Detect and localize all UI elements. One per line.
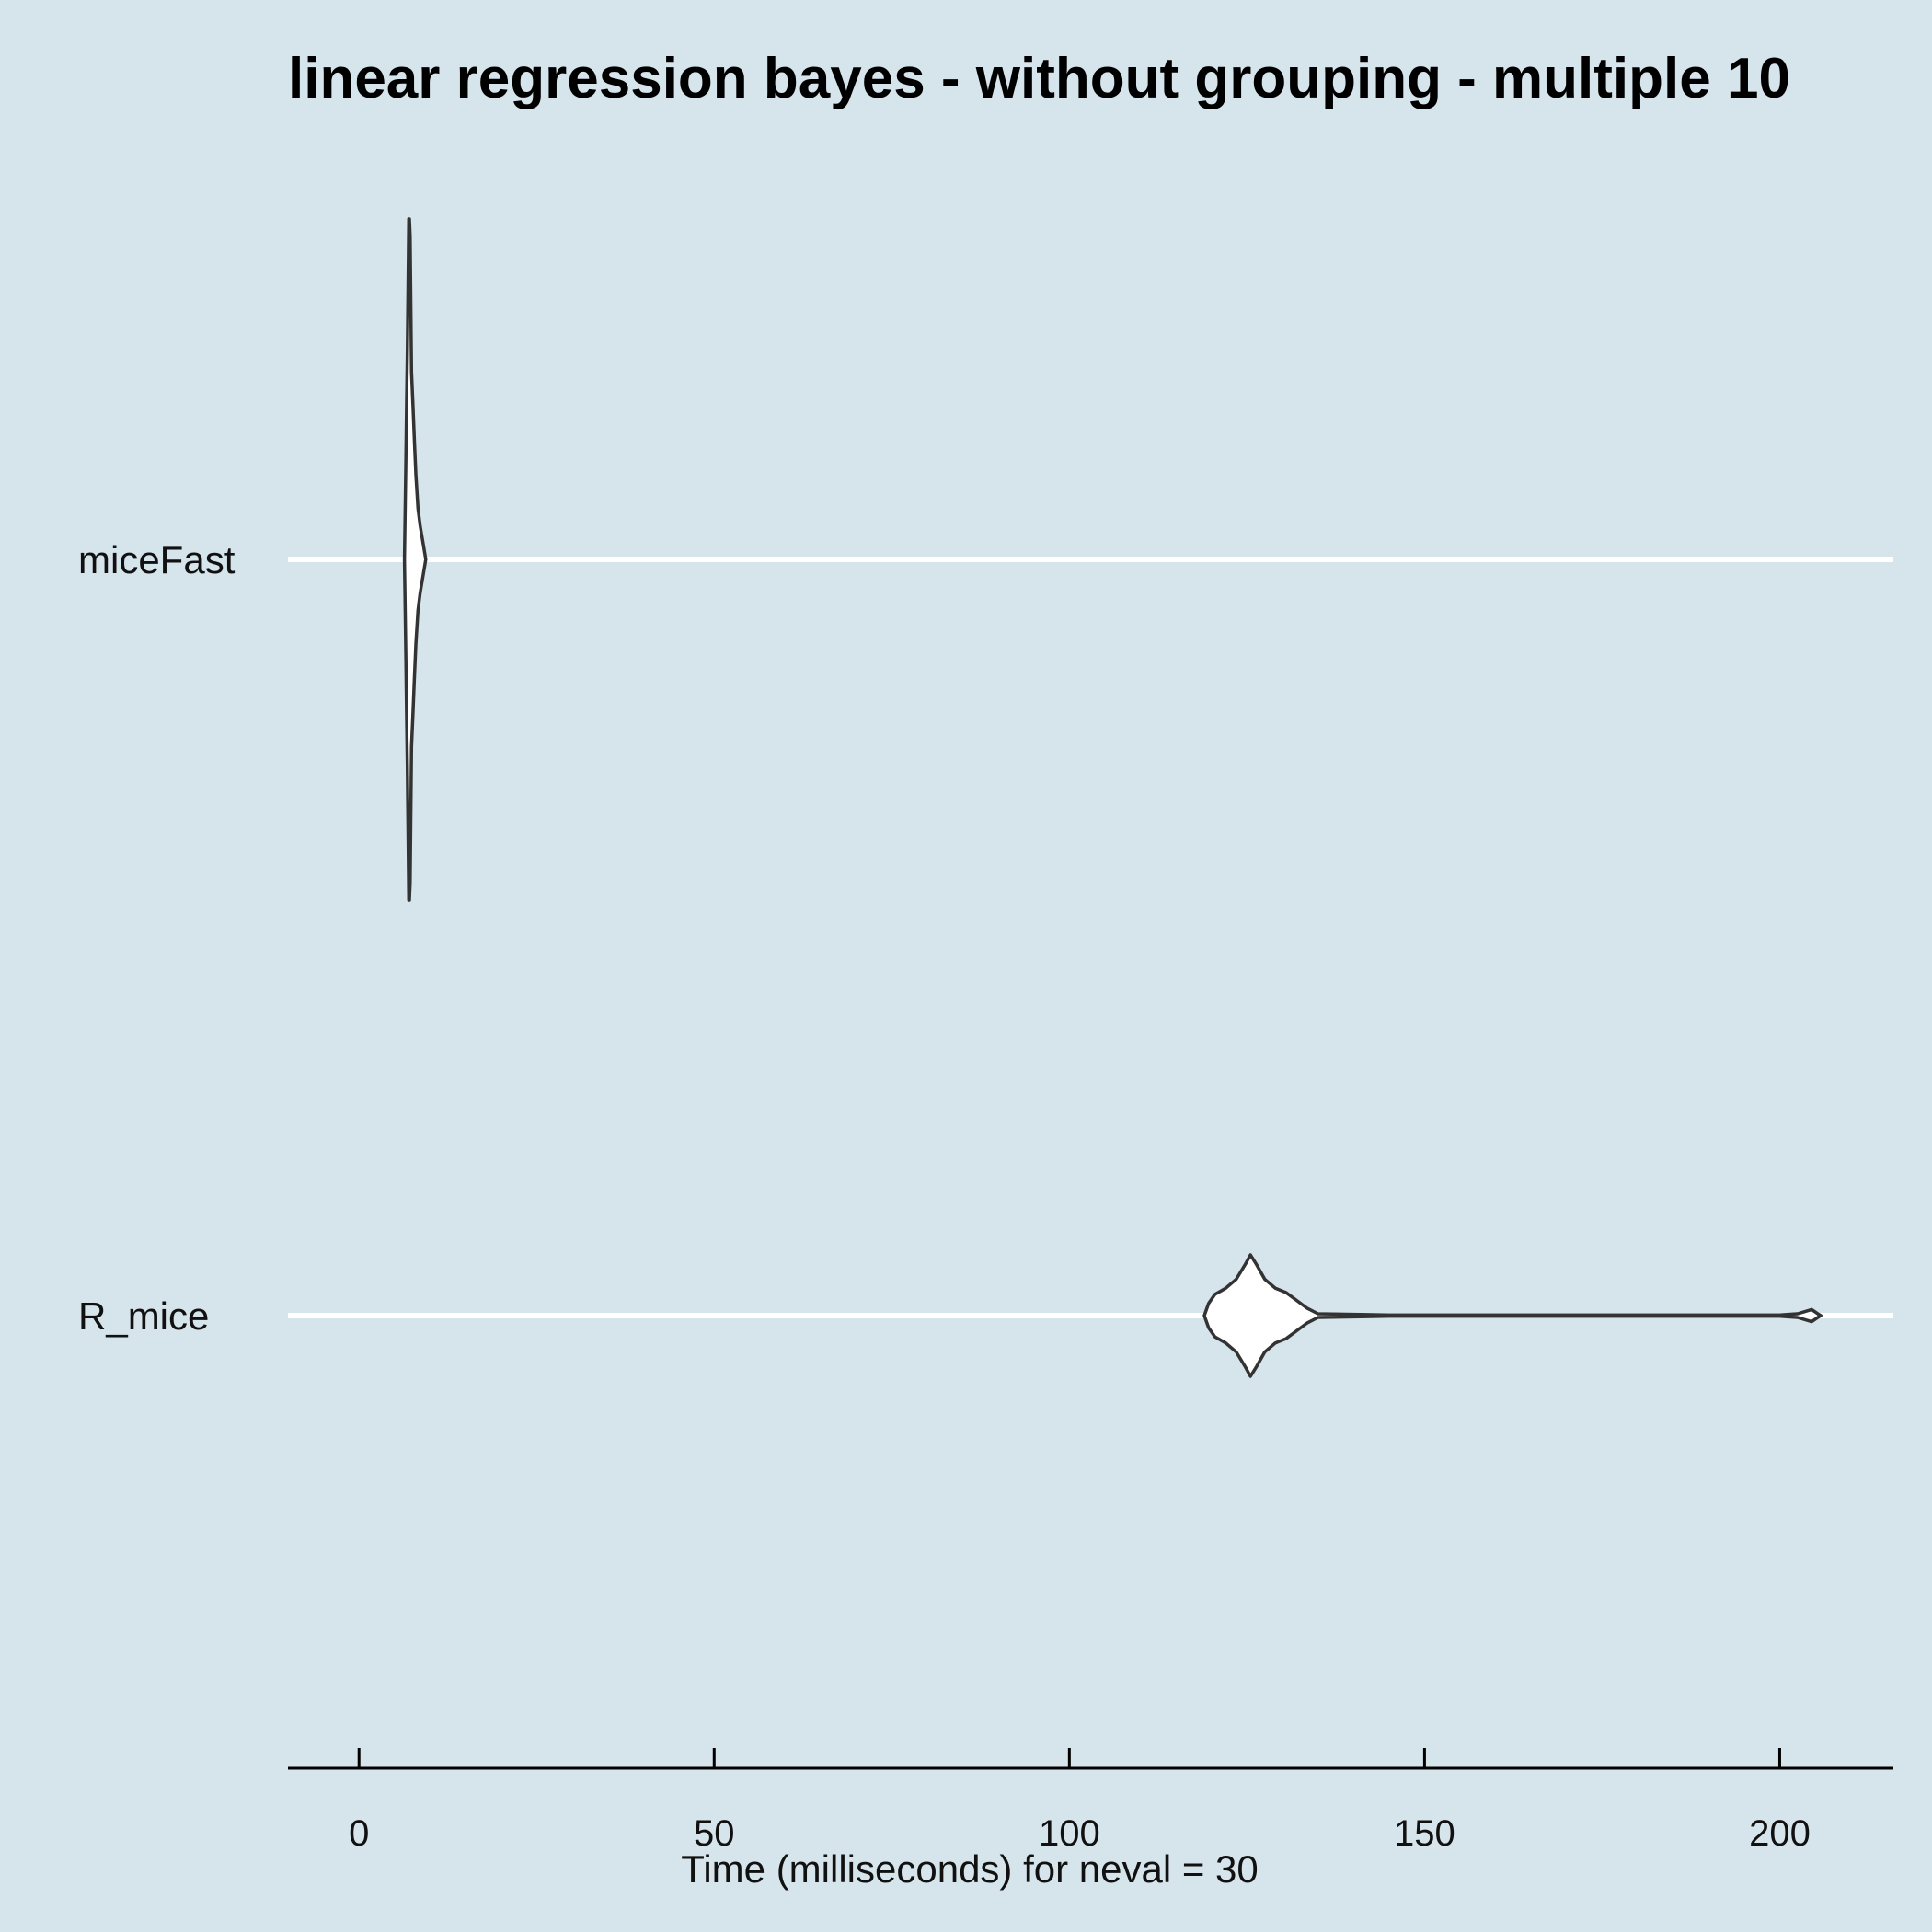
violins: [402, 217, 1823, 1378]
x-axis: 0 50 100 150 200: [288, 1748, 1893, 1854]
category-label-micefast: miceFast: [78, 538, 236, 581]
x-tick-label-100: 100: [1039, 1813, 1100, 1854]
violin-r-mice: [1202, 1253, 1823, 1378]
violin-micefast: [402, 217, 428, 902]
x-tick-label-50: 50: [694, 1813, 735, 1854]
x-tick-label-150: 150: [1394, 1813, 1455, 1854]
x-tick-label-0: 0: [349, 1813, 369, 1854]
chart-title: linear regression bayes - without groupi…: [288, 47, 1790, 110]
category-label-r-mice: R_mice: [78, 1294, 209, 1338]
gridlines: [288, 557, 1893, 1318]
x-axis-title: Time (milliseconds) for neval = 30: [681, 1847, 1259, 1891]
x-tick-label-200: 200: [1749, 1813, 1811, 1854]
category-labels: miceFast R_mice: [78, 538, 236, 1338]
